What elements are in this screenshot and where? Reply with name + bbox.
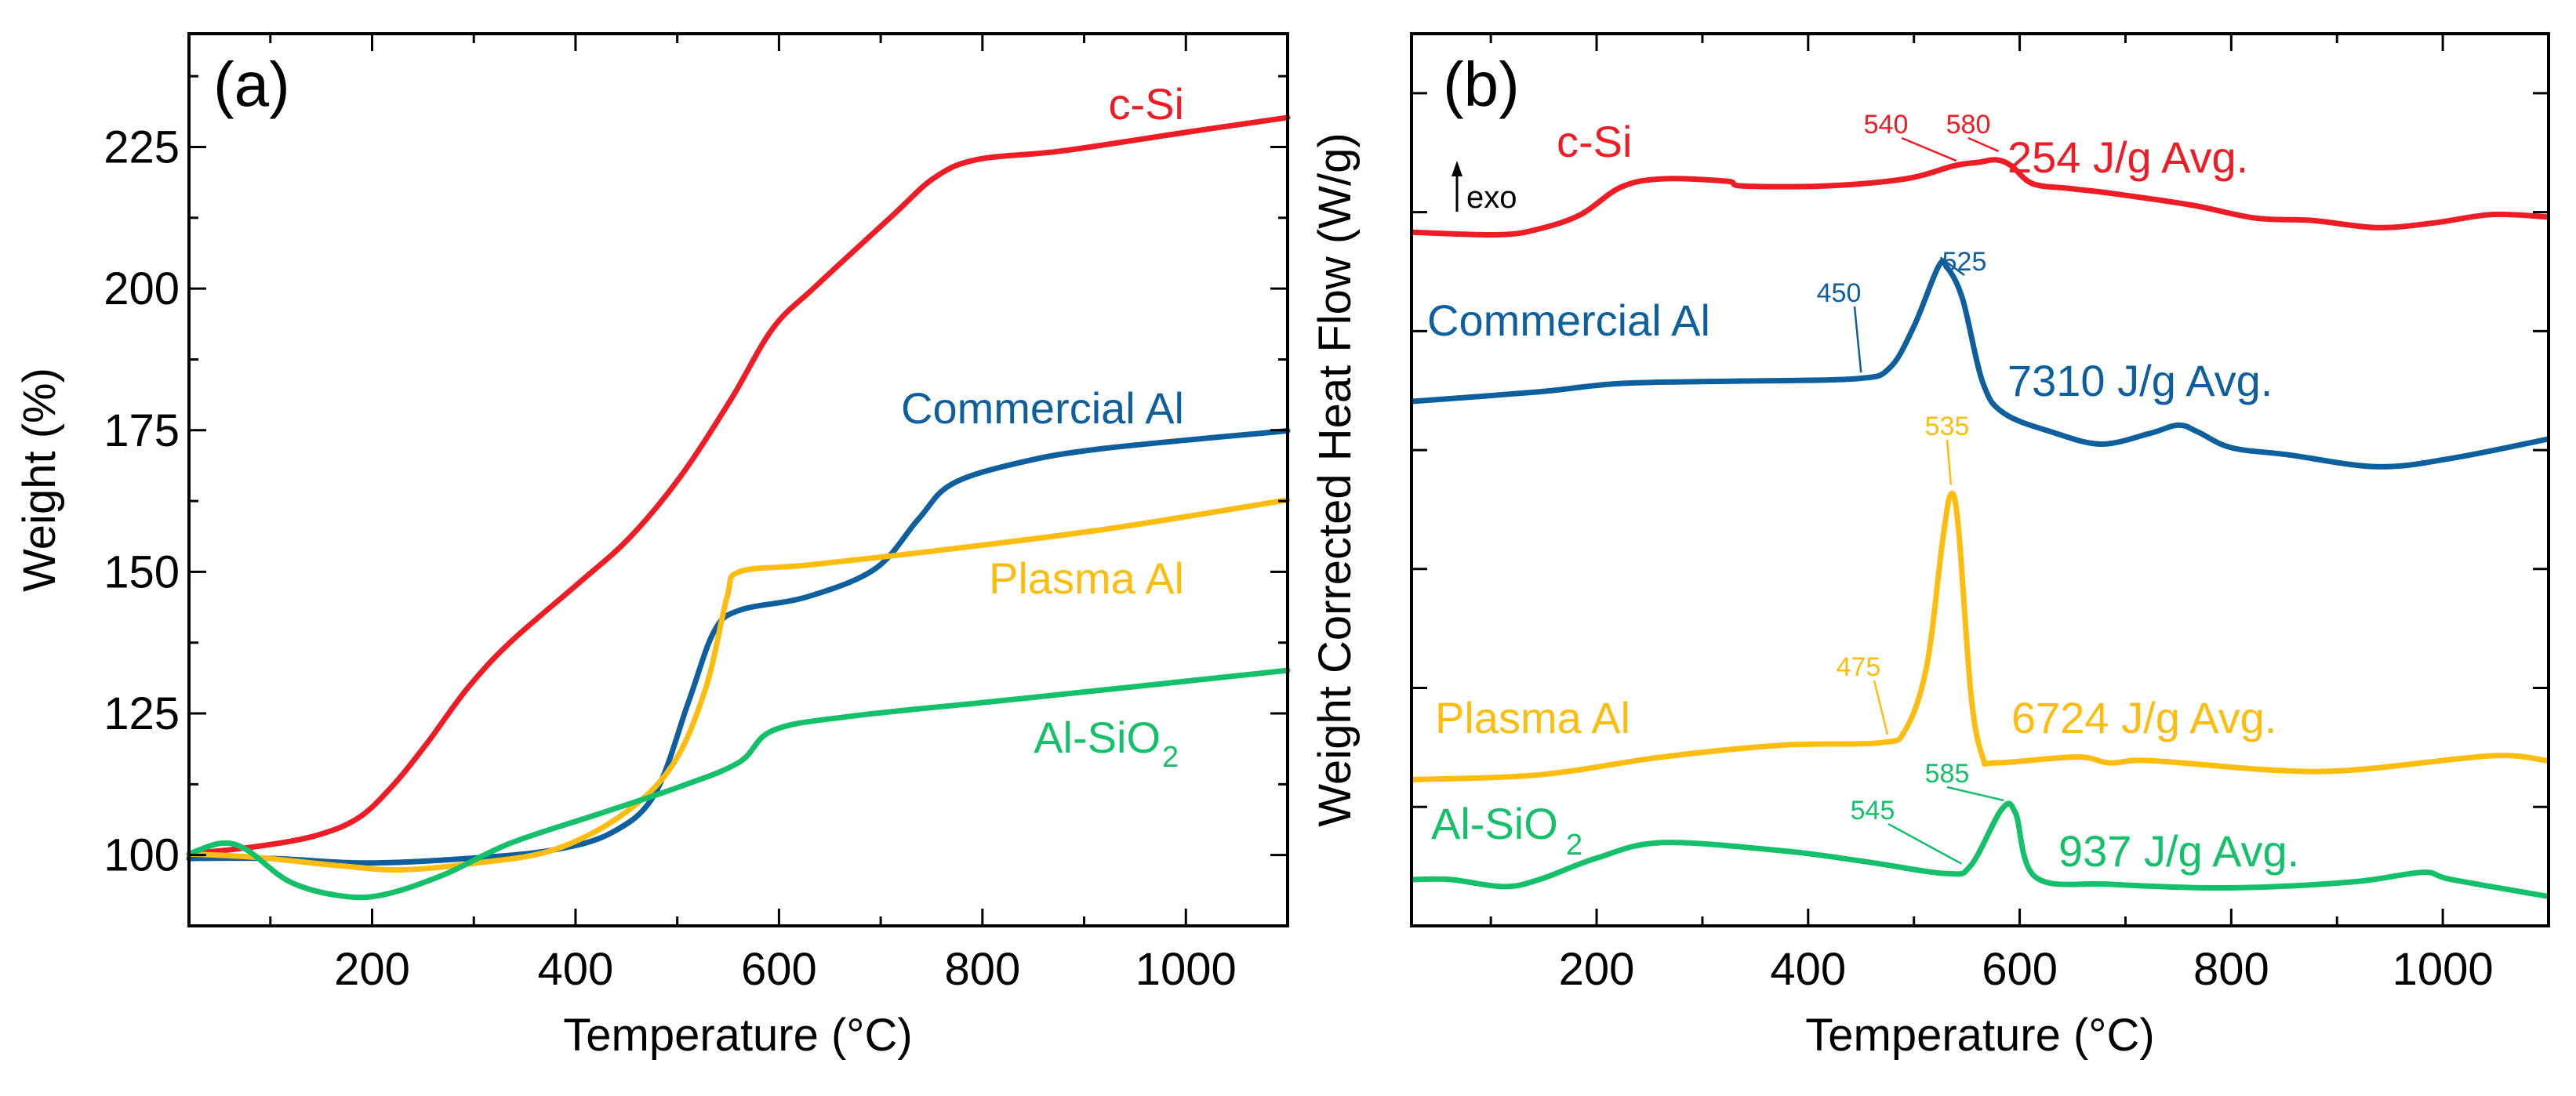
annotation-plasma-al-535: 535 [1925,412,1970,441]
annotation-leader-line [1901,136,1957,162]
annotation-commercial-al-525: 525 [1942,247,1987,277]
annotation-leader-line [1946,439,1953,485]
panel-b-peak-annotations: 540 580 450 525 475 535 545 585 [1817,110,2004,865]
exo-label: exo [1466,180,1517,215]
panel-a-label-al-sio2: Al-SiO [1034,713,1161,762]
panel-b-y-axis-title: Weight Corrected Heat Flow (W/g) [1310,132,1361,826]
panel-b-frame [1410,32,2550,927]
panel-b-x-tick-label: 600 [1982,944,2058,995]
panel-a-x-tick-label: 1000 [1135,944,1237,995]
annotation-leader-line [1853,306,1862,373]
panel-a-y-tick-label: 125 [104,688,180,739]
annotation-leader-line [1887,822,1962,865]
panel-b-x-tick-label: 800 [2193,944,2269,995]
panel-b-curve-al-sio2 [1411,800,2549,899]
panel-b-curves [1411,157,2549,899]
panel-b-ticks: 200 400 600 800 1000 [1412,34,2550,995]
panel-a-ticks: 200 400 600 800 1000 100 125 150 175 200 225 [104,34,1289,995]
panel-a-curve-plasma-al [186,497,1291,873]
panel-a-y-tick-label: 175 [104,405,180,456]
panel-b-label-al-sio2-subscript: 2 [1566,829,1582,862]
panel-a-x-tick-label: 600 [741,944,817,995]
panel-a-label-c-si: c-Si [1109,79,1184,129]
annotation-plasma-al-475: 475 [1837,652,1881,682]
panel-a-curve-c-si [186,114,1291,857]
panel-a-label-plasma-al: Plasma Al [989,553,1184,603]
panel-b-label: (b) [1443,49,1520,119]
panel-b-x-axis-title: Temperature (°C) [1805,1010,2154,1061]
panel-a-y-tick-label: 150 [104,546,180,597]
panel-a-frame [187,32,1289,927]
panel-b-enthalpy-plasma-al: 6724 J/g Avg. [2011,693,2276,742]
panel-a-x-axis-title: Temperature (°C) [563,1010,912,1061]
annotation-leader-line [1939,256,1965,277]
panel-b-enthalpy-commercial-al: 7310 J/g Avg. [2007,356,2273,405]
panel-a-y-tick-label: 200 [104,263,180,314]
exo-arrow-icon [1451,161,1462,212]
panel-b-heat-flow-chart: 200 400 600 800 1000 540 580 450 525 475 535 545 58… [1310,32,2550,1061]
annotation-leader-line [1873,680,1889,735]
panel-b-curve-c-si [1411,157,2549,238]
panel-a-y-tick-label: 100 [104,830,180,881]
panel-a-curves [186,114,1291,901]
panel-b-enthalpy-al-sio2: 937 J/g Avg. [2058,826,2299,876]
panel-b-curve-commercial-al [1411,258,2549,470]
panel-b-x-tick-label: 200 [1559,944,1635,995]
panel-a-curve-al-sio2 [186,667,1291,901]
panel-b-label-plasma-al: Plasma Al [1435,693,1630,742]
annotation-c-si-580: 580 [1946,110,1991,140]
panel-a-weight-chart: 200 400 600 800 1000 100 125 150 175 200 225 (a) T… [14,32,1291,1061]
annotation-c-si-540: 540 [1864,110,1909,140]
panel-b-curve-plasma-al [1411,490,2549,782]
panel-b-label-c-si: c-Si [1557,117,1632,166]
panel-a-y-axis-title: Weight (%) [14,368,65,592]
annotation-al-sio2-585: 585 [1925,759,1970,789]
panel-a-label-al-sio2-subscript: 2 [1162,741,1179,774]
annotation-leader-line [1967,136,2000,153]
annotation-commercial-al-450: 450 [1817,278,1862,308]
panel-a-x-tick-label: 800 [944,944,1020,995]
panel-b-label-al-sio2: Al-SiO [1431,799,1558,848]
panel-b-label-commercial-al: Commercial Al [1427,296,1710,345]
panel-b-x-tick-label: 400 [1770,944,1846,995]
panel-a-x-tick-label: 200 [334,944,410,995]
panel-a-label-commercial-al: Commercial Al [901,383,1184,433]
annotation-al-sio2-545: 545 [1851,796,1895,826]
panel-a-label: (a) [213,49,290,119]
panel-b-enthalpy-c-si: 254 J/g Avg. [2007,132,2248,182]
annotation-leader-line [1946,786,2004,802]
panel-b-x-tick-label: 1000 [2393,944,2494,995]
panel-a-x-tick-label: 400 [538,944,614,995]
panel-a-curve-commercial-al [186,428,1291,866]
panel-a-y-tick-label: 225 [104,122,180,173]
